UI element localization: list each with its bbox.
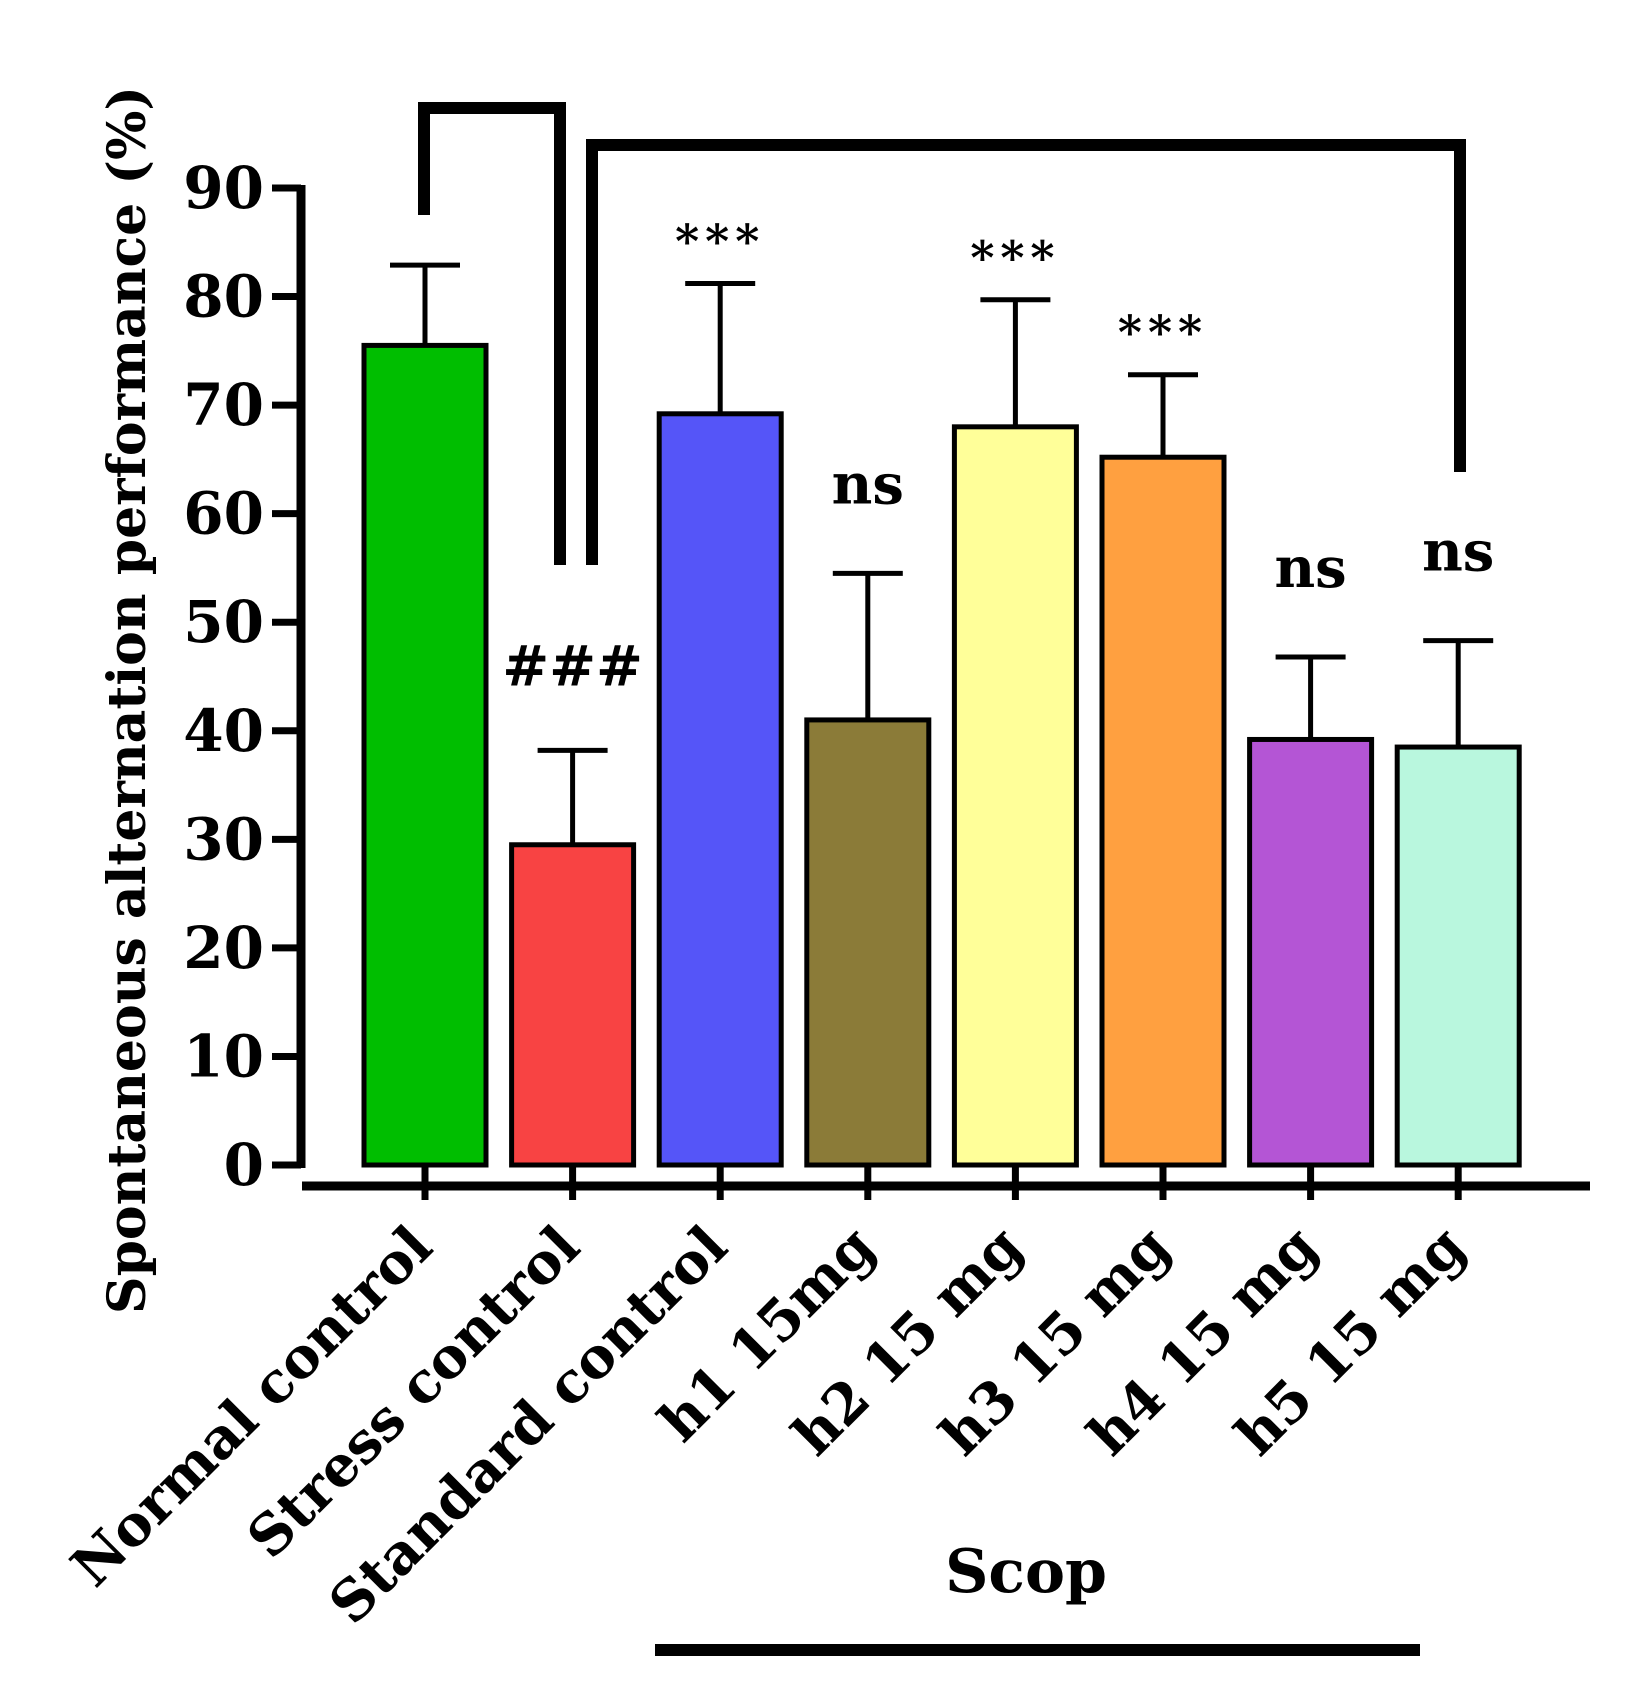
significance-label: ns [1274,535,1346,601]
significance-label: ### [502,633,643,699]
bar [1394,744,1522,1168]
significance-label: ns [832,451,904,517]
bracket-stress-vs-treatments [586,139,1466,565]
significance-label: *** [675,215,765,269]
y-tick-label: 60 [183,480,264,548]
annotations-layer: ### *** ns *** *** ns ns [502,215,1494,700]
x-ticks-layer [421,1166,1462,1200]
y-axis-label: Spontaneous alternation performance (%) [97,86,158,1314]
bar [509,842,637,1168]
bar [1247,736,1375,1168]
bar [951,424,1079,1168]
error-bars-layer [390,262,1494,845]
y-ticks-layer: 0 10 20 30 40 50 60 70 80 90 [183,154,301,1199]
y-tick-label: 70 [183,371,264,439]
y-tick-label: 20 [183,914,264,982]
bracket-normal-vs-stress [418,102,566,565]
significance-label: *** [970,231,1060,285]
bar [1099,454,1227,1168]
group-label: Scop [945,1537,1107,1607]
bars-layer [361,342,1522,1168]
bar [804,717,932,1168]
bar [361,342,489,1168]
y-tick-label: 90 [183,154,264,222]
y-tick-label: 40 [183,697,264,765]
y-tick-label: 50 [183,588,264,656]
bar [656,411,784,1168]
y-tick-label: 30 [183,805,264,873]
y-tick-label: 10 [183,1022,264,1090]
significance-label: ns [1422,519,1494,585]
significance-label: *** [1118,306,1208,360]
y-tick-label: 80 [183,263,264,331]
y-tick-label: 0 [224,1131,264,1199]
